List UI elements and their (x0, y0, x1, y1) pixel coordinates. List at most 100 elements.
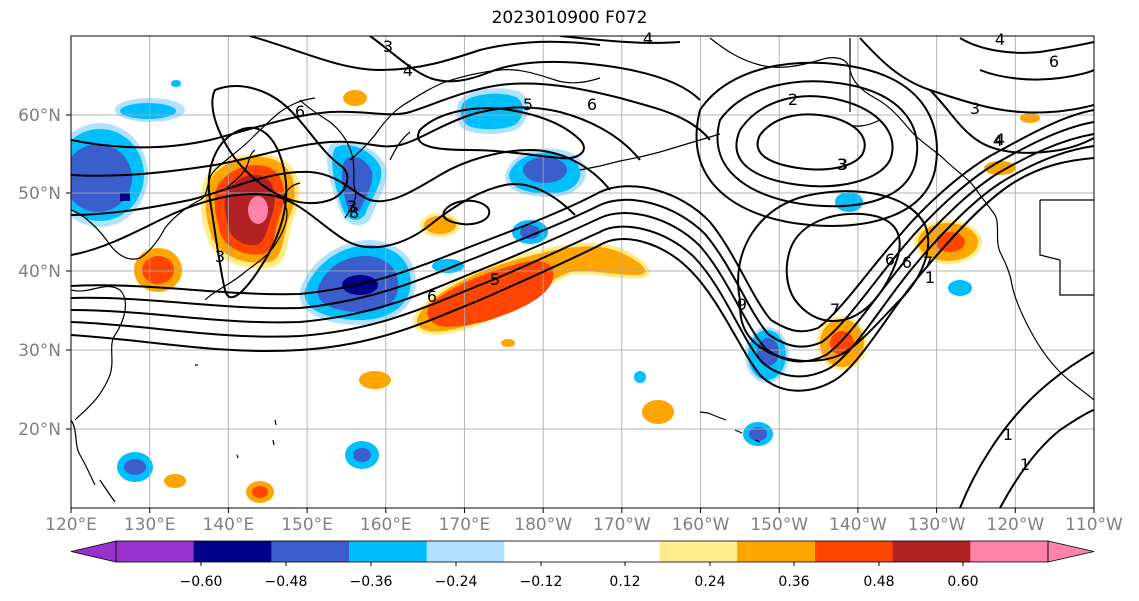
colorbar-segment (970, 541, 1049, 562)
contour-label: 8 (349, 203, 359, 222)
lon-tick-label: 130°E (124, 515, 176, 535)
lon-tick-label: 120°E (45, 515, 97, 535)
contour-north-1 (71, 183, 576, 256)
contour-label: 6 (902, 253, 912, 272)
contour-label: 3 (970, 99, 980, 118)
latitude-labels: 60°N 50°N 40°N 30°N 20°N (18, 106, 61, 440)
contour-label: 4 (643, 29, 653, 48)
contour-ne-4 (979, 69, 1094, 81)
colorbar-tick-label: 0.60 (947, 574, 978, 590)
lat-tick-label: 50°N (18, 184, 61, 204)
colorbar-extend-high (1047, 540, 1095, 563)
graticule (71, 36, 1094, 508)
map-title: 2023010900 F072 (491, 8, 648, 28)
contour-label: 5 (490, 270, 500, 289)
lon-tick-label: 130°W (908, 515, 966, 535)
contour-label: 5 (523, 95, 533, 114)
lon-tick-label: 160°W (672, 515, 730, 535)
longitude-labels: 120°E 130°E 140°E 150°E 160°E 170°E 180°W 170°W… (45, 515, 1123, 535)
contour-ne-3 (959, 37, 1094, 54)
contour-label: 3 (347, 197, 357, 216)
colorbar-tick-label: 0.12 (609, 574, 640, 590)
contour-label: 6 (885, 250, 895, 269)
contour-label: 3 (383, 37, 393, 56)
contour-label: 9 (737, 295, 747, 314)
colorbar-labels: −0.60 −0.48 −0.36 −0.24 −0.12 0.12 0.24 0.36 0.4… (180, 562, 979, 590)
contour-label: 4 (993, 131, 1003, 150)
lon-tick-label: 140°E (203, 515, 255, 535)
colorbar-segment (815, 541, 894, 562)
border-canada-us (849, 38, 1094, 296)
lon-tick-label: 170°W (593, 515, 651, 535)
contour-label: 4 (403, 61, 413, 80)
colorbar-segment (349, 541, 428, 562)
contour-closed-japan (207, 126, 288, 299)
anomaly-blob-aleutian-negative (432, 88, 586, 273)
contour-top-1 (249, 36, 601, 72)
contour-north-2 (71, 148, 611, 216)
contour-se-1 (959, 351, 1094, 508)
colorbar-tick-label: −0.48 (265, 574, 308, 590)
colorbar-frame (115, 540, 1049, 563)
contour-label: 4 (995, 130, 1005, 149)
anomaly-blob-jet-positive (359, 213, 650, 389)
lat-tick-label: 40°N (18, 262, 61, 282)
contour-north-4 (71, 82, 711, 149)
colorbar-segment (582, 541, 661, 562)
lon-tick-label: 110°W (1065, 515, 1123, 535)
colorbar-segment (737, 541, 816, 562)
lon-tick-label: 140°W (829, 515, 887, 535)
colorbar-extend-low (70, 540, 117, 563)
lat-tick-label: 60°N (18, 106, 61, 126)
contour-trough-inner (785, 212, 901, 322)
colorbar-segment (193, 541, 272, 562)
contour-label: 1 (925, 268, 935, 287)
anomaly-blob-south (117, 441, 379, 503)
lon-tick-label: 120°W (986, 515, 1044, 535)
contour-label: 6 (295, 102, 305, 121)
contour-label: 4 (995, 30, 1005, 49)
axis-ticks (66, 114, 1095, 513)
coast-hawaii (699, 411, 761, 443)
contour-label: 6 (427, 287, 437, 306)
coast-islands-west (71, 364, 277, 503)
colorbar-tick-label: −0.24 (435, 574, 478, 590)
colorbar-segment (271, 541, 350, 562)
colorbar-segment (426, 541, 505, 562)
contour-top-2 (369, 36, 701, 101)
contour-closed-kamchatka (211, 85, 349, 205)
lon-tick-label: 180°W (514, 515, 572, 535)
contour-label: 1 (1003, 425, 1013, 444)
anomaly-blob-korea-positive (134, 248, 182, 292)
contour-label: 2 (788, 90, 798, 109)
colorbar-segment (504, 541, 583, 562)
contour-label: 7 (830, 300, 840, 319)
colorbar-tick-label: −0.36 (350, 574, 393, 590)
contour-label: 7 (923, 253, 933, 272)
contour-ne-1 (859, 37, 1094, 114)
colorbar-segment (892, 541, 971, 562)
colorbar (70, 540, 1095, 563)
lon-tick-label: 160°E (360, 515, 412, 535)
contour-closed-gulf-2 (756, 113, 866, 171)
lon-tick-label: 150°W (750, 515, 808, 535)
contour-ne-2 (929, 89, 1094, 154)
height-contours (71, 36, 1094, 508)
colorbar-segment (659, 541, 738, 562)
contour-south-jet-2 (71, 145, 1094, 378)
coast-aleutians (579, 133, 721, 171)
contour-closed-gulf-4 (695, 61, 938, 227)
colorbar-tick-label: 0.48 (863, 574, 894, 590)
contour-top-3 (559, 36, 681, 44)
contour-closed-aleutian (417, 107, 585, 160)
contour-label: 3 (837, 155, 847, 174)
contour-north-3 (71, 106, 641, 177)
contour-label: 6 (1049, 52, 1059, 71)
contour-closed-gulf-1 (735, 95, 894, 188)
lat-tick-label: 30°N (18, 341, 61, 361)
anomaly-blob-central-negative (299, 141, 416, 325)
lon-tick-label: 170°E (439, 515, 491, 535)
contour-label: 3 (838, 155, 848, 174)
contour-south-jet-5 (71, 109, 1094, 333)
contour-south-jet-1 (71, 157, 1094, 392)
